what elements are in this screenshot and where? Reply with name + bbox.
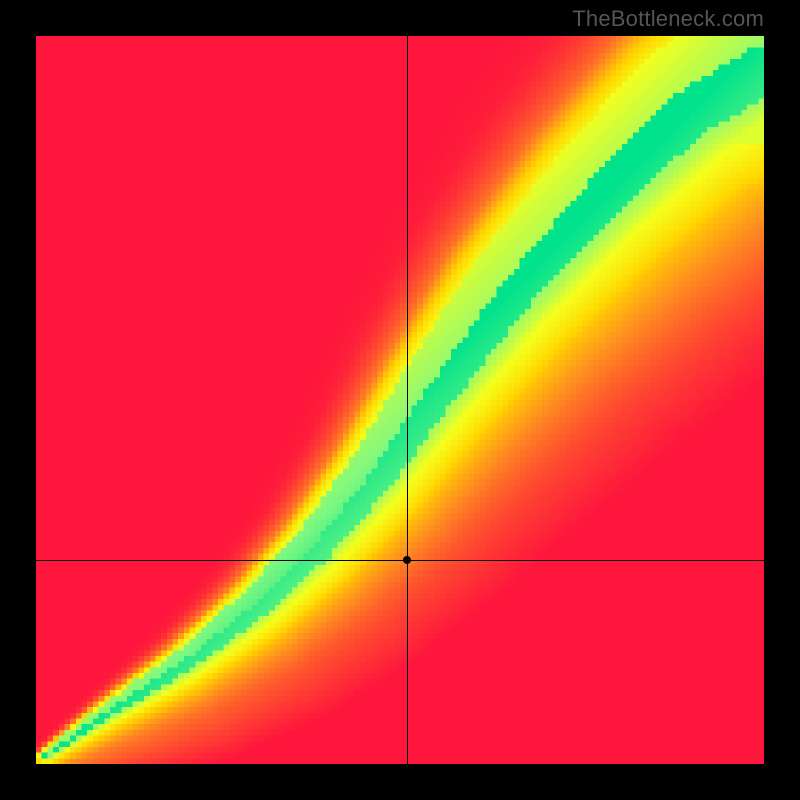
watermark-text: TheBottleneck.com [572, 6, 764, 32]
crosshair-point [403, 556, 411, 564]
chart-container: TheBottleneck.com [0, 0, 800, 800]
plot-area [36, 36, 764, 764]
crosshair-vertical [407, 36, 408, 764]
crosshair-horizontal [36, 560, 764, 561]
heatmap-canvas [36, 36, 764, 764]
